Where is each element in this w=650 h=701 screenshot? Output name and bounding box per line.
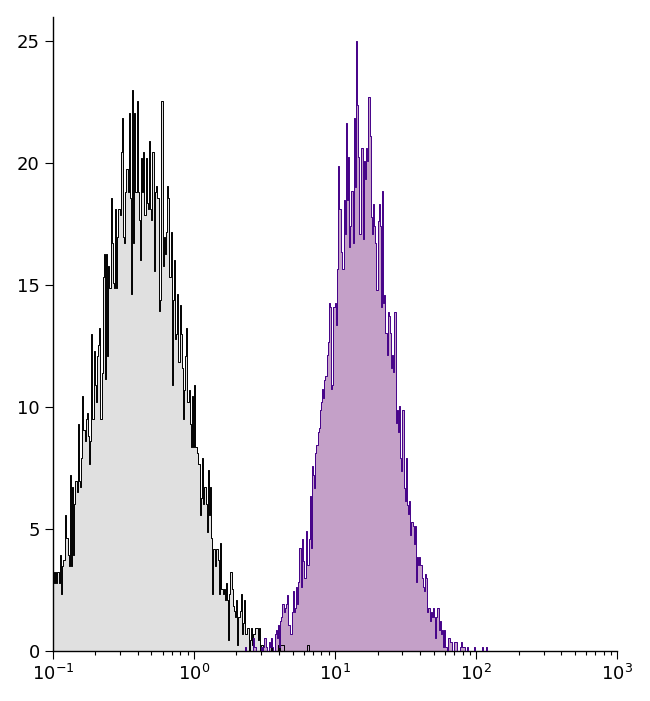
Polygon shape	[53, 41, 618, 651]
Polygon shape	[53, 90, 618, 651]
